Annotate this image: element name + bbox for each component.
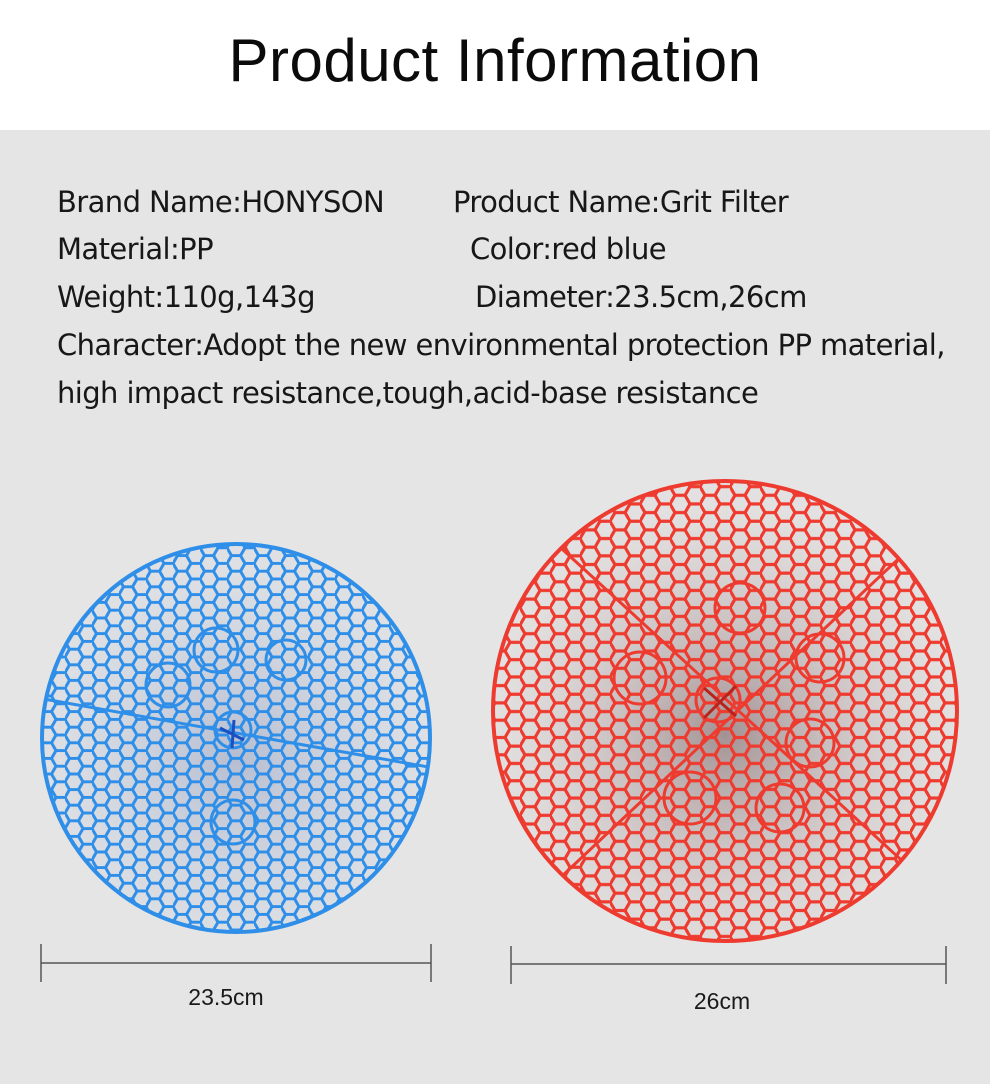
weight-text: Weight:110g,143g: [57, 280, 316, 314]
material-text: Material:PP: [57, 232, 214, 266]
blue-diameter-label: 23.5cm: [188, 984, 264, 1010]
product-name-text: Product Name:Grit Filter: [453, 185, 789, 219]
red-grit-filter-image: [491, 479, 959, 943]
page-title: Product Information: [228, 27, 762, 94]
character-text-line2: high impact resistance,tough,acid-base r…: [57, 376, 759, 410]
diameter-text: Diameter:23.5cm,26cm: [475, 280, 807, 314]
red-diameter-label: 26cm: [693, 988, 751, 1014]
brand-name-text: Brand Name:HONYSON: [57, 185, 385, 219]
blue-dimension-line: [40, 944, 432, 982]
red-dimension-line: [510, 946, 947, 984]
header-bar: Product Information: [0, 0, 990, 130]
character-text-line1: Character:Adopt the new environmental pr…: [57, 328, 945, 362]
color-text: Color:red blue: [470, 232, 667, 266]
blue-grit-filter-image: [40, 542, 432, 934]
